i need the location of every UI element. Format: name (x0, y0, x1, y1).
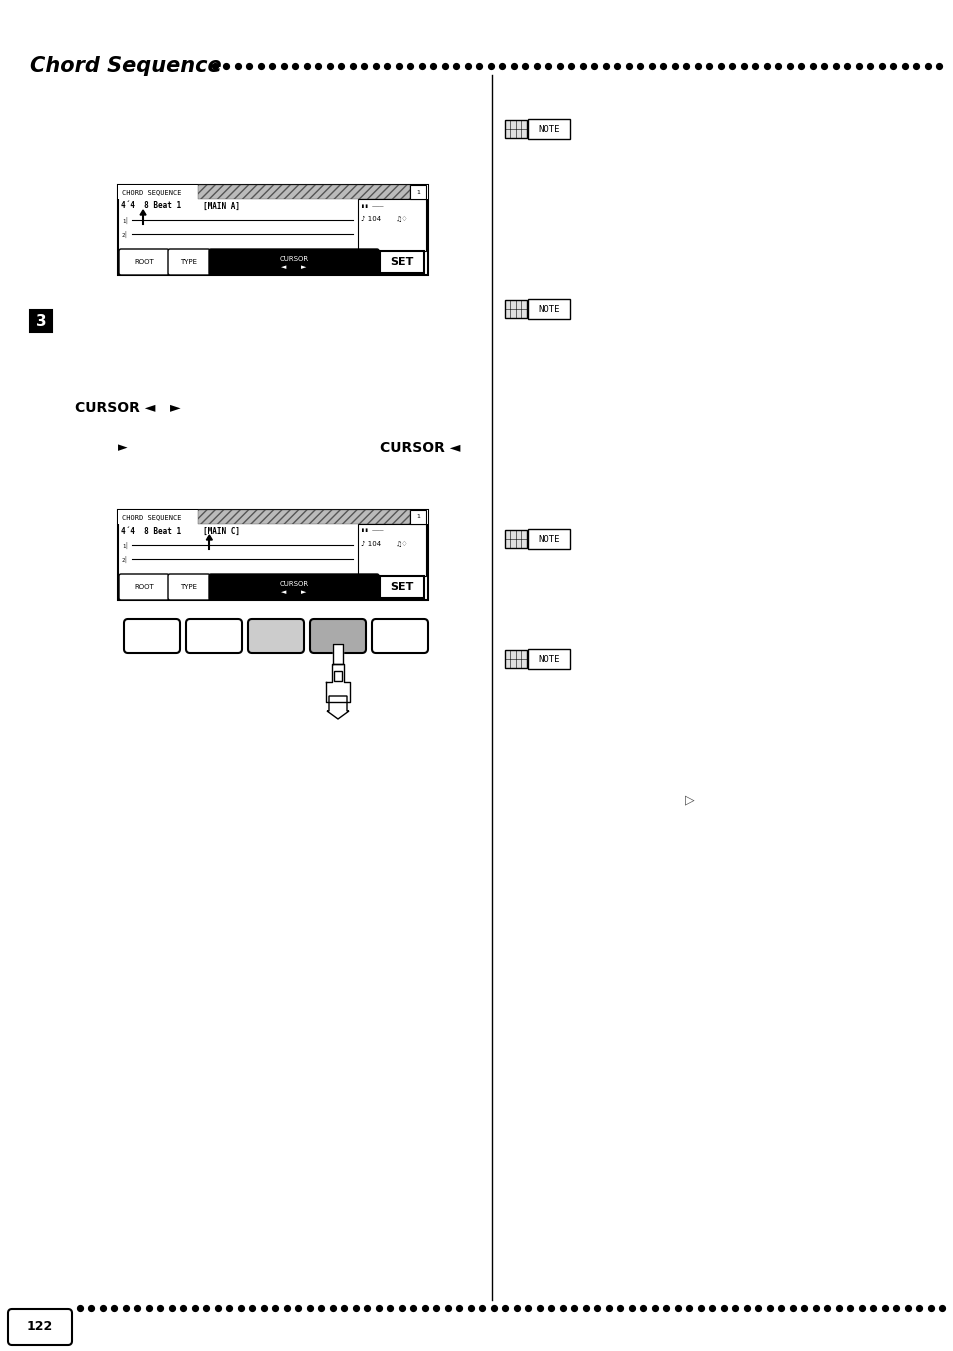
Text: CURSOR ◄: CURSOR ◄ (379, 440, 460, 455)
Bar (118, 509, 428, 524)
FancyBboxPatch shape (310, 619, 366, 653)
FancyBboxPatch shape (119, 574, 169, 600)
Text: CHORD SEQUENCE: CHORD SEQUENCE (122, 189, 181, 195)
Text: CURSOR: CURSOR (279, 581, 308, 586)
FancyBboxPatch shape (504, 300, 526, 317)
FancyBboxPatch shape (527, 119, 569, 139)
Text: NOTE: NOTE (537, 535, 559, 543)
Bar (118, 509, 428, 600)
Bar (379, 576, 423, 598)
FancyBboxPatch shape (186, 619, 242, 653)
Text: ♪ 104: ♪ 104 (360, 216, 381, 222)
FancyArrow shape (327, 696, 349, 719)
Text: SET: SET (390, 582, 414, 592)
Text: ►: ► (301, 589, 306, 594)
FancyBboxPatch shape (209, 249, 378, 276)
Text: NOTE: NOTE (537, 654, 559, 663)
Polygon shape (326, 663, 350, 703)
FancyBboxPatch shape (168, 249, 210, 276)
Polygon shape (333, 644, 343, 663)
Text: 1: 1 (416, 189, 419, 195)
FancyBboxPatch shape (168, 574, 210, 600)
Text: [MAIN C]: [MAIN C] (203, 527, 240, 535)
Text: ♪ 104: ♪ 104 (360, 540, 381, 547)
FancyBboxPatch shape (527, 648, 569, 669)
Text: 3: 3 (35, 313, 47, 328)
Text: 2│: 2│ (122, 231, 129, 238)
FancyBboxPatch shape (119, 249, 169, 276)
Polygon shape (140, 209, 146, 215)
Text: 1│: 1│ (122, 542, 129, 549)
Text: ▮▮ ———: ▮▮ ——— (360, 204, 383, 208)
Text: CURSOR ◄   ►: CURSOR ◄ ► (75, 401, 180, 415)
Text: ROOT: ROOT (134, 259, 153, 265)
FancyBboxPatch shape (527, 530, 569, 549)
FancyBboxPatch shape (504, 650, 526, 667)
Text: 2│: 2│ (122, 555, 129, 562)
Bar (357, 199, 426, 251)
Text: NOTE: NOTE (537, 124, 559, 134)
Text: ▮▮ ———: ▮▮ ——— (360, 528, 383, 534)
Text: 4´4  8 Beat 1: 4´4 8 Beat 1 (121, 201, 181, 211)
FancyBboxPatch shape (124, 619, 180, 653)
Bar (198, 509, 410, 524)
Text: ◄: ◄ (281, 263, 287, 270)
Text: ▷: ▷ (684, 793, 694, 807)
Text: TYPE: TYPE (180, 584, 197, 590)
Bar (410, 509, 426, 524)
FancyBboxPatch shape (504, 120, 526, 138)
Text: 1│: 1│ (122, 216, 129, 223)
Text: Chord Sequence: Chord Sequence (30, 55, 221, 76)
Text: 1: 1 (416, 515, 419, 520)
Text: ►: ► (118, 442, 128, 454)
Text: ◄: ◄ (281, 589, 287, 594)
FancyBboxPatch shape (8, 1309, 71, 1346)
Text: ♫♢: ♫♢ (395, 216, 408, 222)
Text: TYPE: TYPE (180, 259, 197, 265)
Text: ROOT: ROOT (134, 584, 153, 590)
Bar (118, 185, 428, 276)
Polygon shape (206, 535, 213, 540)
FancyBboxPatch shape (372, 619, 428, 653)
FancyArrow shape (334, 671, 341, 681)
Text: CURSOR: CURSOR (279, 255, 308, 262)
Text: ♫♢: ♫♢ (395, 540, 408, 547)
Text: 4´4  8 Beat 1: 4´4 8 Beat 1 (121, 527, 181, 535)
Text: NOTE: NOTE (537, 304, 559, 313)
FancyBboxPatch shape (248, 619, 304, 653)
Bar (410, 185, 426, 199)
Bar (198, 185, 410, 199)
FancyBboxPatch shape (527, 299, 569, 319)
Text: ►: ► (301, 263, 306, 270)
FancyBboxPatch shape (504, 530, 526, 549)
Bar (379, 251, 423, 273)
FancyBboxPatch shape (209, 574, 378, 600)
Bar (357, 524, 426, 576)
Bar (30, 309, 52, 332)
Text: [MAIN A]: [MAIN A] (203, 201, 240, 211)
Text: 122: 122 (27, 1320, 53, 1333)
Text: CHORD SEQUENCE: CHORD SEQUENCE (122, 513, 181, 520)
Bar (118, 185, 428, 199)
Text: SET: SET (390, 257, 414, 267)
